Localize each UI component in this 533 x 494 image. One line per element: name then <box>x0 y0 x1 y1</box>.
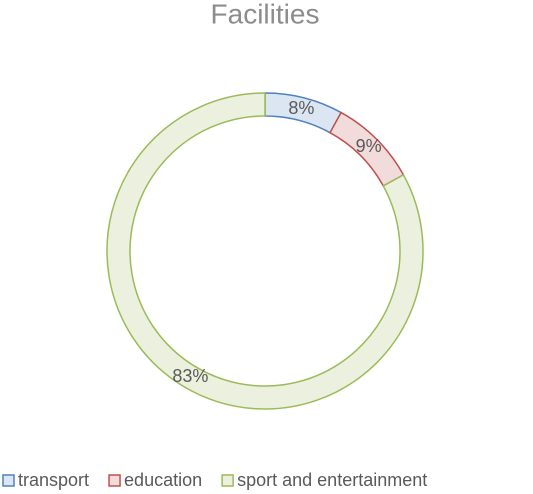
legend-swatch <box>108 474 121 487</box>
data-label: 8% <box>288 98 314 118</box>
legend-label: sport and entertainment <box>237 470 427 490</box>
legend-swatch <box>2 474 15 487</box>
legend-label: education <box>124 470 202 490</box>
legend-swatch <box>221 474 234 487</box>
chart-title: Facilities <box>211 0 320 29</box>
data-label: 9% <box>356 136 382 156</box>
slice <box>106 92 424 410</box>
data-label: 83% <box>172 366 208 386</box>
legend-label: transport <box>18 470 89 490</box>
